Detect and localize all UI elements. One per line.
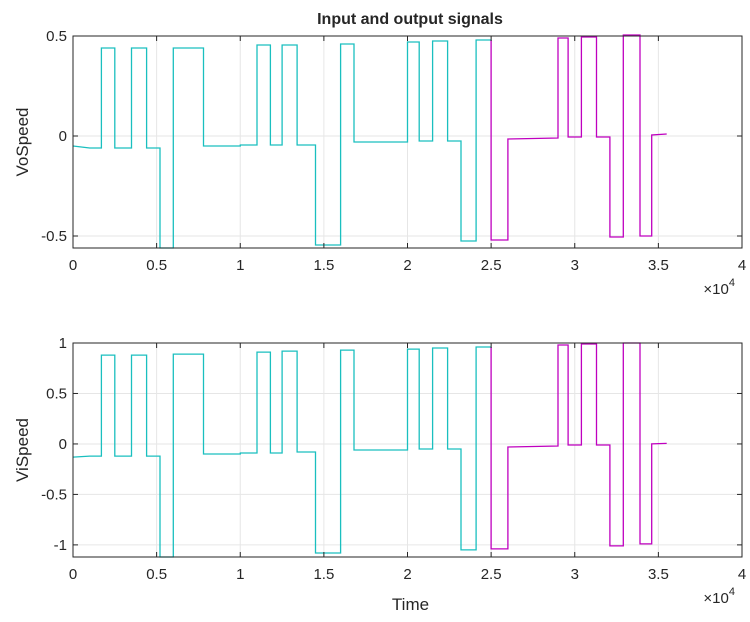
x-exponent-base: ×10 [703,281,728,298]
bottom-axes: 0 0.5 1 1.5 2 2.5 3 3.5 4-1-0.500.51×104ViSpeedT… [13,335,746,614]
y-tick-label: 0 [59,436,67,453]
x-tick-label: 3 [571,566,579,583]
x-tick-label: 3 [571,257,579,274]
series-line-1 [72,346,492,558]
x-tick-label: 0.5 [146,566,167,583]
series-line-1 [72,39,492,249]
figure-title: Input and output signals [317,11,503,28]
x-tick-label: 0.5 [146,257,167,274]
x-tick-label: 2 [403,257,411,274]
x-axis-label: Time [392,595,429,614]
y-tick-label: -0.5 [41,486,67,503]
x-tick-label: 3.5 [648,257,669,274]
y-tick-label: 0.5 [46,28,67,45]
x-tick-label: 4 [738,566,746,583]
x-tick-label: 1 [236,257,244,274]
x-exponent-label: ×104 [703,277,735,298]
x-exponent-power: 4 [729,586,735,598]
series-line-2 [490,342,667,550]
y-tick-label: 0 [59,128,67,145]
y-tick-label: -0.5 [41,228,67,245]
y-tick-label: -1 [54,537,67,554]
y-tick-label: 1 [59,335,67,352]
y-axis-label: VoSpeed [13,107,32,176]
y-axis-label: ViSpeed [13,418,32,482]
x-tick-label: 1 [236,566,244,583]
series-line-2 [490,34,667,241]
x-tick-label: 1.5 [313,257,334,274]
x-exponent-label: ×104 [703,586,735,607]
x-tick-label: 0 [69,566,77,583]
x-exponent-base: ×10 [703,590,728,607]
x-tick-label: 3.5 [648,566,669,583]
y-tick-label: 0.5 [46,385,67,402]
x-tick-label: 4 [738,257,746,274]
x-tick-label: 2.5 [481,257,502,274]
x-tick-label: 0 [69,257,77,274]
x-tick-label: 1.5 [313,566,334,583]
x-exponent-power: 4 [729,277,735,289]
x-tick-label: 2 [403,566,411,583]
x-tick-label: 2.5 [481,566,502,583]
